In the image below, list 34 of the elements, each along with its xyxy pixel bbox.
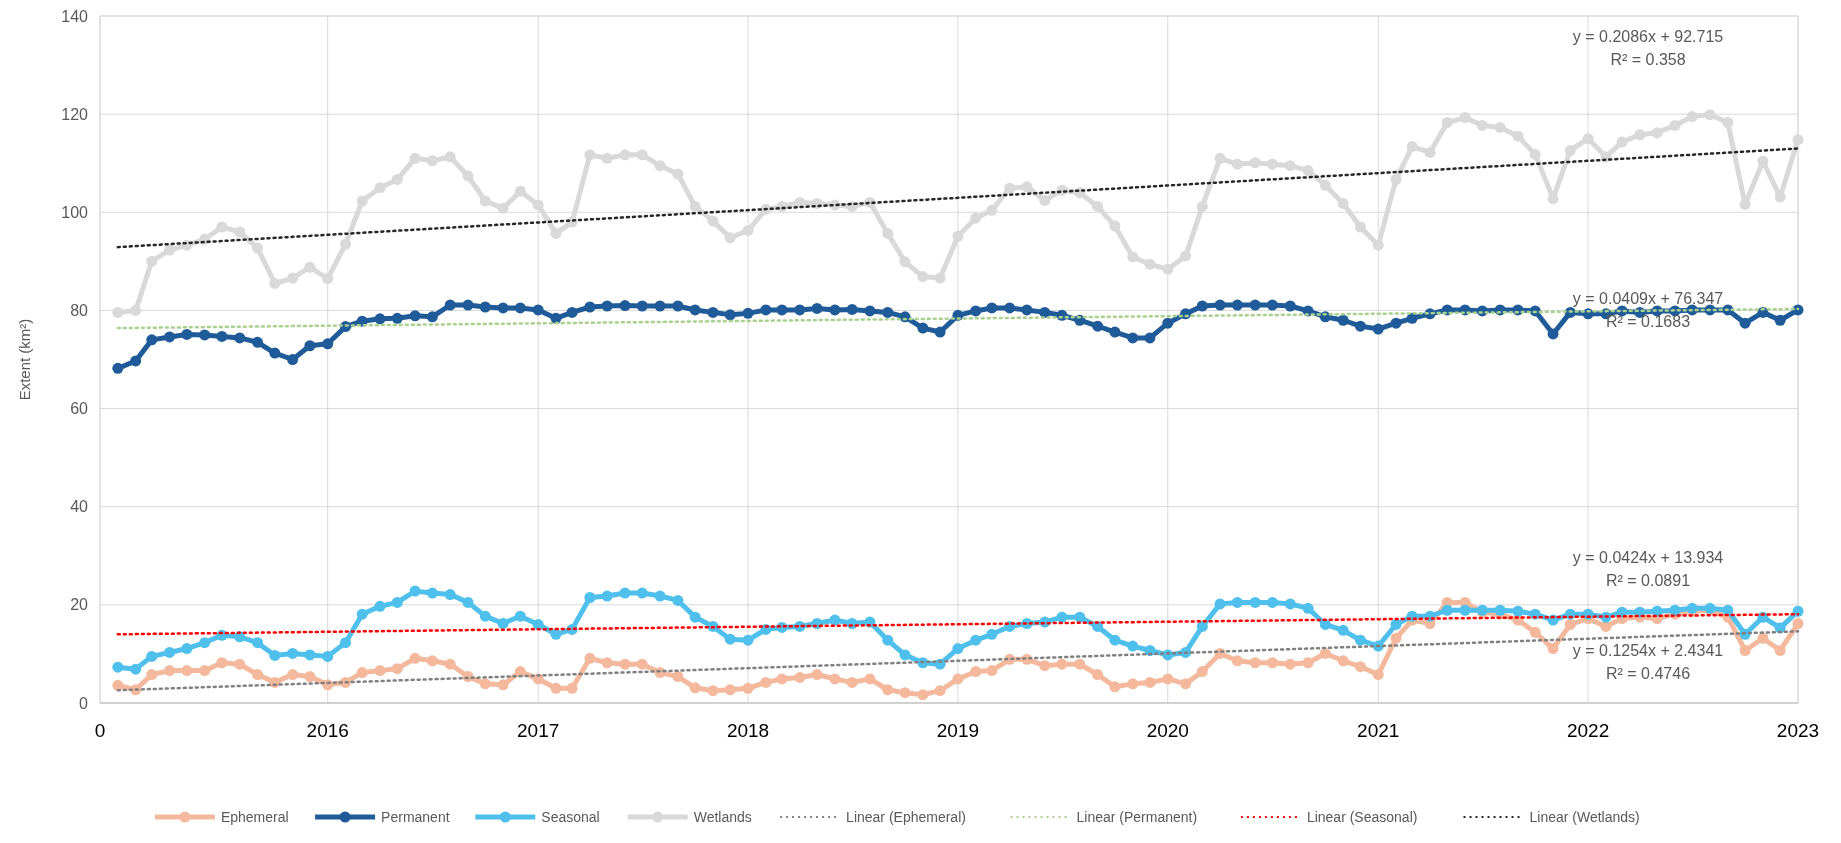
y-tick-label: 120 <box>61 105 89 123</box>
x-tick-label: 2020 <box>1146 720 1189 741</box>
annotation: R² = 0.358 <box>1610 51 1686 68</box>
y-tick-label: 0 <box>79 694 89 712</box>
y-tick-label: 20 <box>70 596 89 614</box>
annotation: y = 0.2086x + 92.715 <box>1572 28 1724 45</box>
x-tick-label: 2017 <box>517 720 560 741</box>
y-tick-label: 140 <box>61 7 89 25</box>
annotation: R² = 0.0891 <box>1605 572 1691 589</box>
annotation: y = 0.0424x + 13.934 <box>1572 549 1724 566</box>
x-tick-label: 2022 <box>1566 720 1610 741</box>
legend-label: Linear (Seasonal) <box>1306 808 1418 825</box>
x-tick-label: 2016 <box>306 720 349 741</box>
x-tick-label: 2021 <box>1357 720 1400 741</box>
annotation: y = 0.1254x + 2.4341 <box>1572 642 1724 659</box>
legend-label: Ephemeral <box>220 808 289 825</box>
annotation: R² = 0.4746 <box>1605 665 1691 682</box>
x-tick-label: 0 <box>94 720 106 741</box>
y-tick-label: 60 <box>70 400 89 418</box>
legend-label: Linear (Permanent) <box>1076 808 1198 825</box>
annotation: R² = 0.1683 <box>1605 313 1691 330</box>
x-tick-label: 2019 <box>936 720 980 741</box>
legend-label: Linear (Ephemeral) <box>846 808 966 825</box>
legend-label: Permanent <box>381 808 450 825</box>
x-tick-label: 2018 <box>726 720 770 741</box>
y-tick-label: 80 <box>70 302 89 320</box>
annotation: y = 0.0409x + 76.347 <box>1572 290 1724 307</box>
x-tick-label: 2023 <box>1776 720 1820 741</box>
legend-label: Linear (Wetlands) <box>1529 808 1640 825</box>
y-tick-label: 100 <box>61 203 89 221</box>
y-axis-title: Extent (km²) <box>16 318 33 401</box>
y-tick-label: 40 <box>70 498 89 516</box>
legend-label: Seasonal <box>541 808 600 825</box>
legend-label: Wetlands <box>693 808 752 825</box>
